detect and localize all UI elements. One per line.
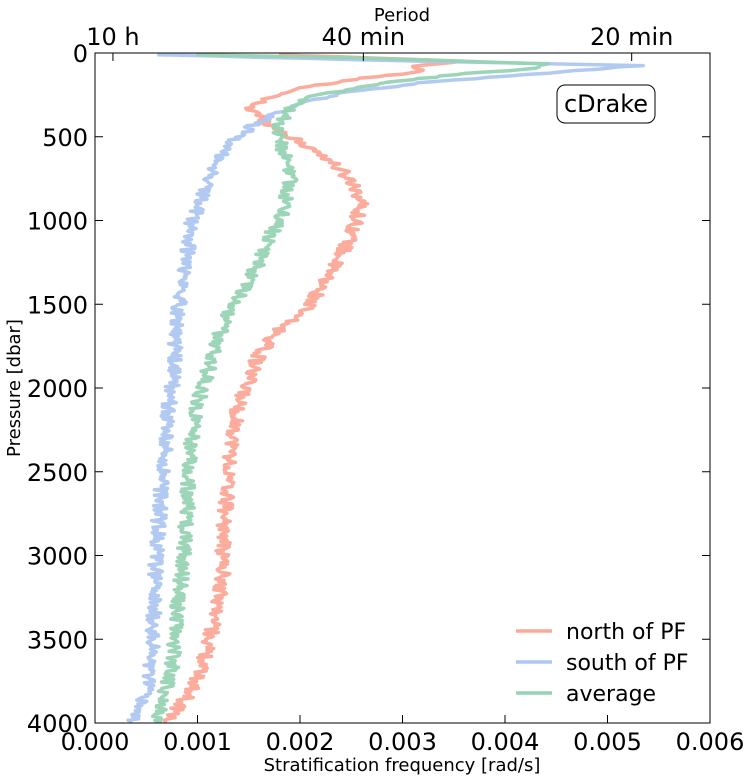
x-axis-title: Stratification frequency [rad/s] [264, 755, 541, 776]
top-tick-label-0: 10 h [86, 23, 139, 51]
legend: north of PF south of PF average [516, 620, 689, 707]
legend-label-0: north of PF [566, 620, 686, 645]
y-tick-label-3: 1500 [27, 291, 88, 319]
top-tick-label-2: 20 min [590, 23, 673, 51]
series-line-0 [162, 53, 461, 723]
legend-label-1: south of PF [566, 651, 689, 676]
y-tick-label-0: 0 [73, 40, 88, 68]
y-tick-label-5: 2500 [27, 459, 88, 487]
top-axis-title: Period [374, 5, 430, 26]
y-tick-label-1: 500 [42, 124, 88, 152]
x-tick-label-3: 0.003 [368, 728, 437, 756]
tick-labels-layer: 0.000 0.001 0.002 0.003 0.004 0.005 0.006 0 500 1… [27, 23, 744, 756]
x-tick-label-5: 0.005 [573, 728, 642, 756]
legend-label-2: average [566, 682, 656, 707]
x-tick-label-2: 0.002 [266, 728, 335, 756]
annotation-frame [556, 84, 656, 124]
y-tick-label-8: 4000 [27, 710, 88, 738]
series-line-1 [126, 53, 645, 723]
x-tick-label-1: 0.001 [163, 728, 232, 756]
top-tick-label-1: 40 min [322, 23, 405, 51]
x-tick-label-4: 0.004 [471, 728, 540, 756]
y-tick-label-2: 1000 [27, 208, 88, 236]
plot-area [126, 53, 645, 723]
y-tick-label-6: 3000 [27, 543, 88, 571]
annotation-box: cDrake [556, 84, 656, 124]
y-axis-title: Pressure [dbar] [4, 319, 25, 457]
series-line-2 [150, 53, 551, 723]
y-tick-label-4: 2000 [27, 375, 88, 403]
y-tick-label-7: 3500 [27, 626, 88, 654]
x-tick-label-6: 0.006 [676, 728, 745, 756]
annotation-label: cDrake [564, 90, 648, 118]
series-layer [126, 53, 645, 723]
ticks-layer [94, 52, 711, 724]
x-tick-label-0: 0.000 [61, 728, 130, 756]
